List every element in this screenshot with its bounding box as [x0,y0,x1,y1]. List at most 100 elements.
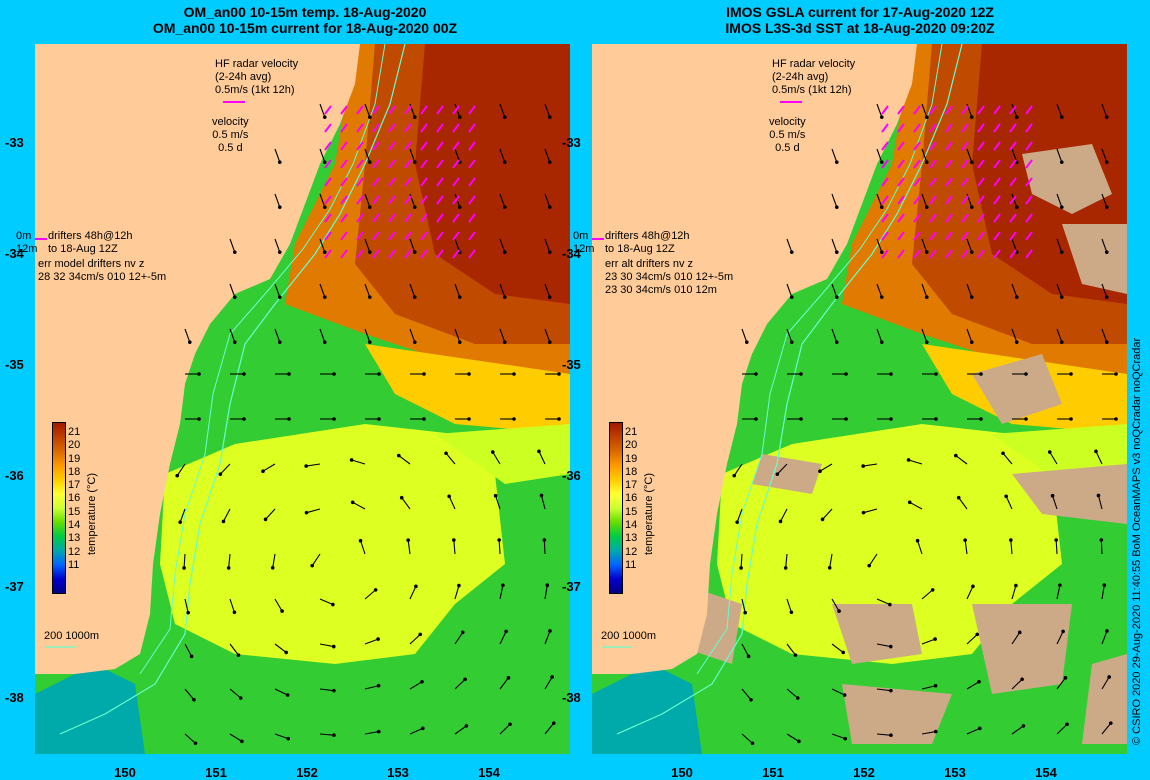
left-current-arrow-head [493,493,498,498]
right-radar-arrow [913,213,921,223]
left-radar-arrow [420,141,428,151]
left-current-arrow [265,508,276,520]
left-current-arrow [229,328,236,343]
right-colorbar-ticks: 21 20 19 18 17 16 15 14 13 12 11 [625,426,637,572]
right-current-arrow [876,643,891,648]
left-current-arrow [498,539,501,555]
left-hf-radar-scale: 0.5m/s (1kt 12h) [215,84,295,96]
right-current-arrow-head [799,417,803,421]
right-radar-arrow [897,123,905,133]
right-current-arrow [819,463,833,472]
left-current-arrow [274,238,281,253]
y-label-33-right: -33 [562,135,581,150]
left-current-arrow [319,598,334,606]
right-current-arrow [1101,103,1108,118]
left-current-arrow-head [178,520,182,524]
y-label-37: -37 [5,579,24,594]
right-radar-arrow [929,123,937,133]
right-drifters-line2: to 18-Aug 12Z [605,243,675,255]
right-radar-arrow [961,213,969,223]
right-current-arrow [921,193,928,208]
left-current-arrow-head [399,495,404,500]
left-current-arrow-head [547,250,552,254]
left-current-arrow-head [240,739,244,744]
left-radar-arrow [388,177,396,187]
right-current-arrow [921,685,936,690]
right-radar-arrow [897,213,905,223]
right-drifters-legend: drifters 48h@12h to 18-Aug 12Z [605,230,690,256]
right-current-arrow [1101,585,1105,600]
right-current-arrow-head [842,693,847,697]
right-velocity-scale: 0.5 m/s [769,129,806,141]
right-isobath-label: 200 1000m [601,630,657,642]
right-current-arrow-head [754,417,758,421]
left-radar-arrow [420,105,428,115]
left-current-arrow [543,539,546,555]
right-radar-arrow [1025,123,1033,133]
right-current-arrow-head [1069,372,1073,376]
right-current-arrow-head [1063,676,1068,680]
right-radar-arrow [929,213,937,223]
right-current-arrow-head [1114,417,1118,421]
left-current-arrow [229,283,236,298]
left-current-arrow [540,495,546,510]
left-current-arrow-head [332,688,336,693]
left-current-arrow-head [322,250,327,254]
x-label-152-right: 152 [853,765,875,780]
right-current-arrow-head [818,469,822,474]
left-drifters-legend: drifters 48h@12h to 18-Aug 12Z [48,230,133,256]
right-current-arrow-head [1096,493,1101,498]
left-current-arrow [544,238,551,253]
right-current-arrow-head [797,739,801,744]
left-current-arrow-head [552,721,556,725]
left-radar-arrow [436,141,444,151]
right-radar-arrow [945,195,953,205]
left-radar-arrow [356,141,364,151]
left-radar-arrow [356,177,364,187]
right-current-arrow [1002,452,1013,465]
right-panel-title: IMOS GSLA current for 17-Aug-2020 12Z IM… [660,4,1060,36]
right-current-arrow [955,455,968,465]
right-current-arrow [831,283,838,298]
right-current-arrow [876,688,891,692]
left-current-arrow-head [412,205,417,209]
left-current-arrow-head [452,538,456,542]
left-current-arrow [544,193,551,208]
left-current-arrow [274,733,289,740]
left-radar-arrow [324,123,332,133]
right-radar-arrow [977,195,985,205]
right-current-arrow [958,497,968,510]
left-current-arrow-head [377,417,381,421]
left-current-arrow [274,643,287,653]
left-current-arrow-head [508,722,512,727]
right-radar-arrow [961,249,969,259]
left-current-arrow-head [512,372,516,376]
left-current-arrow [184,688,195,701]
left-radar-arrow [340,231,348,241]
right-current-arrow [741,733,753,744]
right-current-arrow [966,681,980,690]
left-current-arrow [454,725,467,735]
right-current-arrow [1101,722,1112,735]
left-velocity-days: 0.5 d [218,142,243,154]
left-current-arrow-head [376,637,380,641]
colorbar-tick-16: 16 [68,492,81,505]
left-radar-arrow [436,195,444,205]
right-current-arrow-head [1004,494,1008,499]
right-current-arrow [740,553,743,569]
right-radar-arrow [929,177,937,187]
right-current-arrow [786,643,796,656]
colorbar-tick-18: 18 [625,465,638,478]
left-current-arrow-head [502,115,507,119]
right-current-arrow [921,328,928,343]
left-current-arrow-head [367,340,372,344]
left-current-arrow-head [322,115,327,119]
right-current-arrow-head [867,563,872,568]
left-radar-arrow [420,213,428,223]
left-current-arrow [398,455,411,465]
left-current-arrow-head [539,493,544,498]
left-radar-arrow [436,159,444,169]
left-current-arrow-head [467,372,471,376]
x-label-151-right: 151 [762,765,784,780]
right-current-arrow [921,238,928,253]
